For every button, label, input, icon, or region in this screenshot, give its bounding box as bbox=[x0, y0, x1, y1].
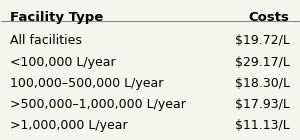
Text: $18.30/L: $18.30/L bbox=[235, 77, 290, 90]
Text: All facilities: All facilities bbox=[10, 34, 82, 47]
Text: Costs: Costs bbox=[249, 11, 290, 24]
Text: Facility Type: Facility Type bbox=[10, 11, 103, 24]
Text: >500,000–1,000,000 L/year: >500,000–1,000,000 L/year bbox=[10, 98, 186, 111]
Text: $19.72/L: $19.72/L bbox=[235, 34, 290, 47]
Text: 100,000–500,000 L/year: 100,000–500,000 L/year bbox=[10, 77, 164, 90]
Text: $17.93/L: $17.93/L bbox=[235, 98, 290, 111]
Text: <100,000 L/year: <100,000 L/year bbox=[10, 56, 116, 69]
Text: $11.13/L: $11.13/L bbox=[235, 119, 290, 132]
Text: >1,000,000 L/year: >1,000,000 L/year bbox=[10, 119, 128, 132]
Text: $29.17/L: $29.17/L bbox=[235, 56, 290, 69]
